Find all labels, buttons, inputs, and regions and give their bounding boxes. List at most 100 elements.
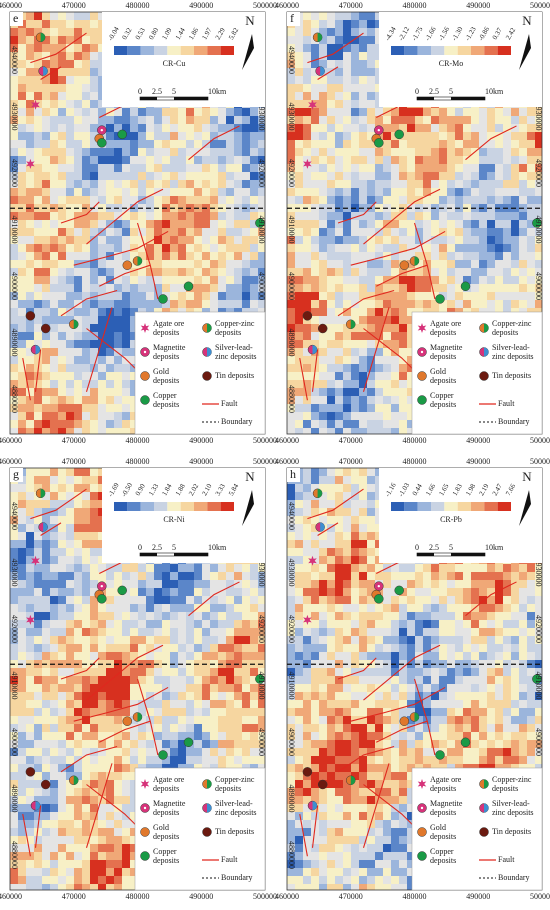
map-cell [90,740,98,748]
panel-letter: f [290,11,294,25]
map-cell [343,76,351,84]
map-cell [10,404,18,412]
map-cell [74,532,82,540]
map-cell [375,324,383,332]
map-cell [138,612,146,620]
map-cell [122,124,130,132]
map-cell [423,148,431,156]
map-cell [154,716,162,724]
map-cell [487,180,495,188]
map-cell [10,580,18,588]
map-cell [407,132,415,140]
map-cell [50,372,58,380]
map-cell [90,84,98,92]
map-cell [114,428,122,434]
map-cell [535,276,542,284]
map-cell [511,284,519,292]
map-cell [210,108,218,116]
map-cell [50,724,58,732]
map-cell [303,60,311,68]
map-cell [42,540,50,548]
map-cell [26,180,34,188]
map-cell [503,244,511,252]
map-cell [351,268,359,276]
map-cell [34,684,42,692]
panel-letter: e [13,11,18,25]
map-cell [10,356,18,364]
map-cell [130,580,138,588]
map-cell [479,284,487,292]
map-cell [367,380,375,388]
map-cell [258,156,265,164]
map-cell [10,252,18,260]
map-cell [10,260,18,268]
y-coordinate-label: 4920000 [10,159,19,187]
map-cell [351,212,359,220]
map-cell [138,300,146,308]
x-coordinate-label: 470000 [339,436,363,445]
map-cell [34,700,42,708]
map-cell [447,164,455,172]
map-cell [26,36,34,44]
map-cell [447,276,455,284]
map-cell [455,148,463,156]
map-cell [90,260,98,268]
map-cell [154,612,162,620]
map-cell [503,180,511,188]
map-cell [18,388,26,396]
map-cell [303,108,311,116]
map-cell [503,276,511,284]
map-cell [351,244,359,252]
map-cell [415,212,423,220]
symbol-half [40,32,46,42]
map-cell [18,148,26,156]
map-cell [26,28,34,36]
map-cell [407,164,415,172]
map-cell [415,156,423,164]
map-cell [351,284,359,292]
map-cell [479,236,487,244]
map-cell [186,668,194,676]
map-cell [258,268,265,276]
map-cell [130,132,138,140]
map-cell [407,316,415,324]
map-cell [146,172,154,180]
map-cell [327,420,335,428]
map-cell [210,612,218,620]
map-cell [431,236,439,244]
map-cell [186,212,194,220]
map-cell [50,340,58,348]
map-cell [210,572,218,580]
map-cell [42,484,50,492]
map-cell [130,140,138,148]
map-cell [503,300,511,308]
map-cell [311,300,319,308]
map-cell [319,268,327,276]
map-cell [415,108,423,116]
map-cell [226,748,234,756]
map-cell [114,260,122,268]
map-cell [234,644,242,652]
map-cell [234,732,242,740]
map-cell [178,244,186,252]
map-cell [34,636,42,644]
map-cell [122,276,130,284]
map-cell [122,140,130,148]
map-cell [50,292,58,300]
symbol-half [414,256,419,266]
map-cell [535,260,542,268]
map-cell [250,732,258,740]
map-cell [98,684,106,692]
map-cell [202,740,210,748]
map-cell [391,108,399,116]
map-cell [66,196,74,204]
map-cell [154,180,162,188]
map-cell [487,196,495,204]
map-cell [162,572,170,580]
map-cell [407,324,415,332]
map-cell [50,116,58,124]
map-cell [375,340,383,348]
map-cell [303,164,311,172]
map-cell [295,164,303,172]
map-cell [42,548,50,556]
